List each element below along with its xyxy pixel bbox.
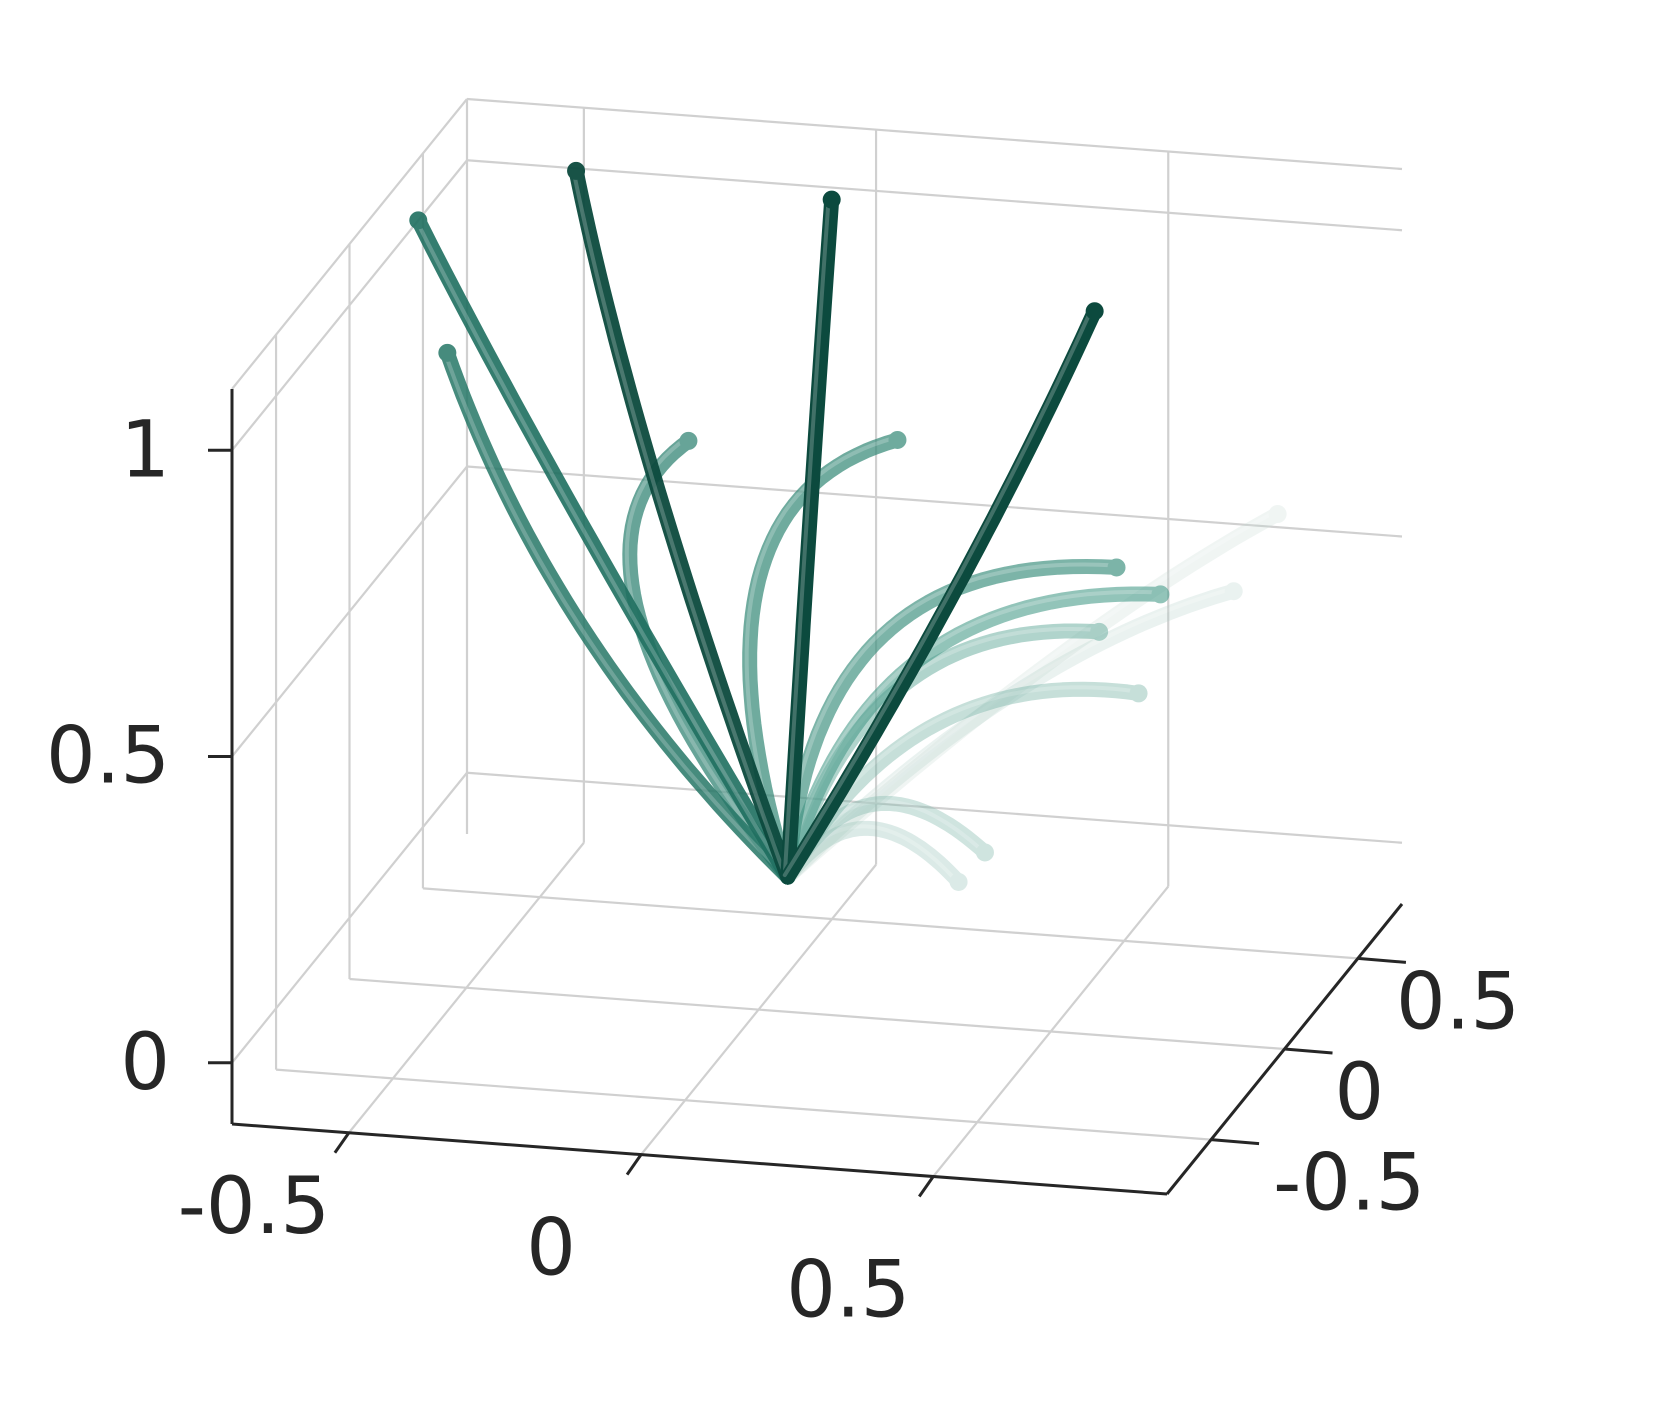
series-highlight-4: [782, 307, 1094, 878]
series-curve-2: [438, 343, 796, 885]
series-highlight-6: [744, 435, 897, 878]
tick-label-layer: 00.51-0.5 0 0.5-0.500.5: [46, 405, 1520, 1335]
series-curve-1: [567, 161, 796, 885]
z-tick-label-2: 1: [120, 405, 170, 495]
series-endpoint-7: [1107, 558, 1126, 577]
series-tube-4: [780, 303, 1103, 885]
grid-line-back-z-2: [466, 159, 1403, 232]
y-tick-1: [1284, 1047, 1333, 1055]
series-curve-14: [780, 505, 1287, 885]
series-tube-1: [568, 163, 796, 885]
grid-line-floor-y-0: [275, 1068, 1212, 1141]
series-endpoint-5: [679, 431, 698, 450]
grid-line-back-z-0: [466, 771, 1403, 844]
grid-line-floor-y-1: [349, 977, 1285, 1051]
series-highlight-3: [782, 195, 831, 878]
series-endpoint-11: [975, 843, 994, 862]
series-endpoint-12: [949, 872, 968, 891]
series-tube-6: [742, 432, 905, 885]
series-endpoint-3: [822, 190, 841, 209]
series-endpoint-14: [1268, 505, 1287, 523]
series-tube-7: [780, 559, 1124, 885]
x-tick-1: [625, 1153, 643, 1176]
series-curve-3: [780, 190, 841, 885]
series-endpoint-13: [1224, 582, 1243, 601]
series-tube-3: [780, 192, 840, 885]
x-axis-line: [231, 1122, 1168, 1196]
series-endpoint-6: [888, 430, 907, 449]
grid-line-floor-y-2: [422, 887, 1359, 960]
series-endpoint-8: [1151, 585, 1170, 604]
series-highlight-0: [413, 216, 787, 878]
series-highlight-13: [782, 587, 1233, 878]
y-tick-0: [1210, 1138, 1260, 1146]
y-tick-2: [1357, 956, 1407, 964]
y-tick-label-0: -0.5: [1273, 1139, 1425, 1229]
z-tick-label-1: 0.5: [46, 712, 170, 802]
series-endpoint-9: [1090, 622, 1109, 641]
series-endpoint-0: [409, 211, 428, 230]
x-tick-label-0: -0.5: [178, 1162, 330, 1252]
grid-line-left-z-0: [231, 772, 468, 1064]
series-tube-14: [780, 506, 1286, 885]
series-highlight-14: [782, 510, 1277, 878]
series-tube-13: [780, 583, 1242, 885]
series-endpoint-10: [1129, 684, 1148, 703]
series-curve-13: [780, 582, 1243, 885]
series-layer: [409, 161, 1287, 891]
series-curve-0: [409, 211, 796, 885]
x-tick-2: [918, 1175, 935, 1198]
grid-line-back-z-1: [466, 465, 1403, 538]
series-tube-2: [439, 345, 796, 885]
y-tick-label-1: 0: [1335, 1048, 1385, 1138]
grid-layer: [231, 97, 1403, 1195]
y-tick-label-2: 0.5: [1396, 957, 1520, 1047]
series-endpoint-2: [438, 343, 457, 362]
grid-line-left-z-2: [231, 159, 468, 451]
x-tick-label-1: 0: [526, 1204, 576, 1294]
box-edge-back-top: [466, 97, 1403, 171]
z-tick-label-0: 0: [120, 1018, 170, 1108]
axis-layer: [208, 389, 1407, 1198]
series-curve-4: [780, 302, 1104, 885]
series-highlight-2: [442, 348, 787, 878]
grid-line-left-z-1: [231, 465, 468, 758]
x-tick-0: [333, 1131, 351, 1154]
series-curve-6: [742, 430, 907, 885]
series-endpoint-1: [567, 161, 586, 180]
x-tick-label-2: 0.5: [786, 1246, 910, 1336]
series-endpoint-4: [1085, 302, 1104, 321]
box-edge-left-top: [231, 98, 468, 390]
series-tube-0: [410, 212, 796, 885]
series-highlight-1: [571, 166, 787, 878]
